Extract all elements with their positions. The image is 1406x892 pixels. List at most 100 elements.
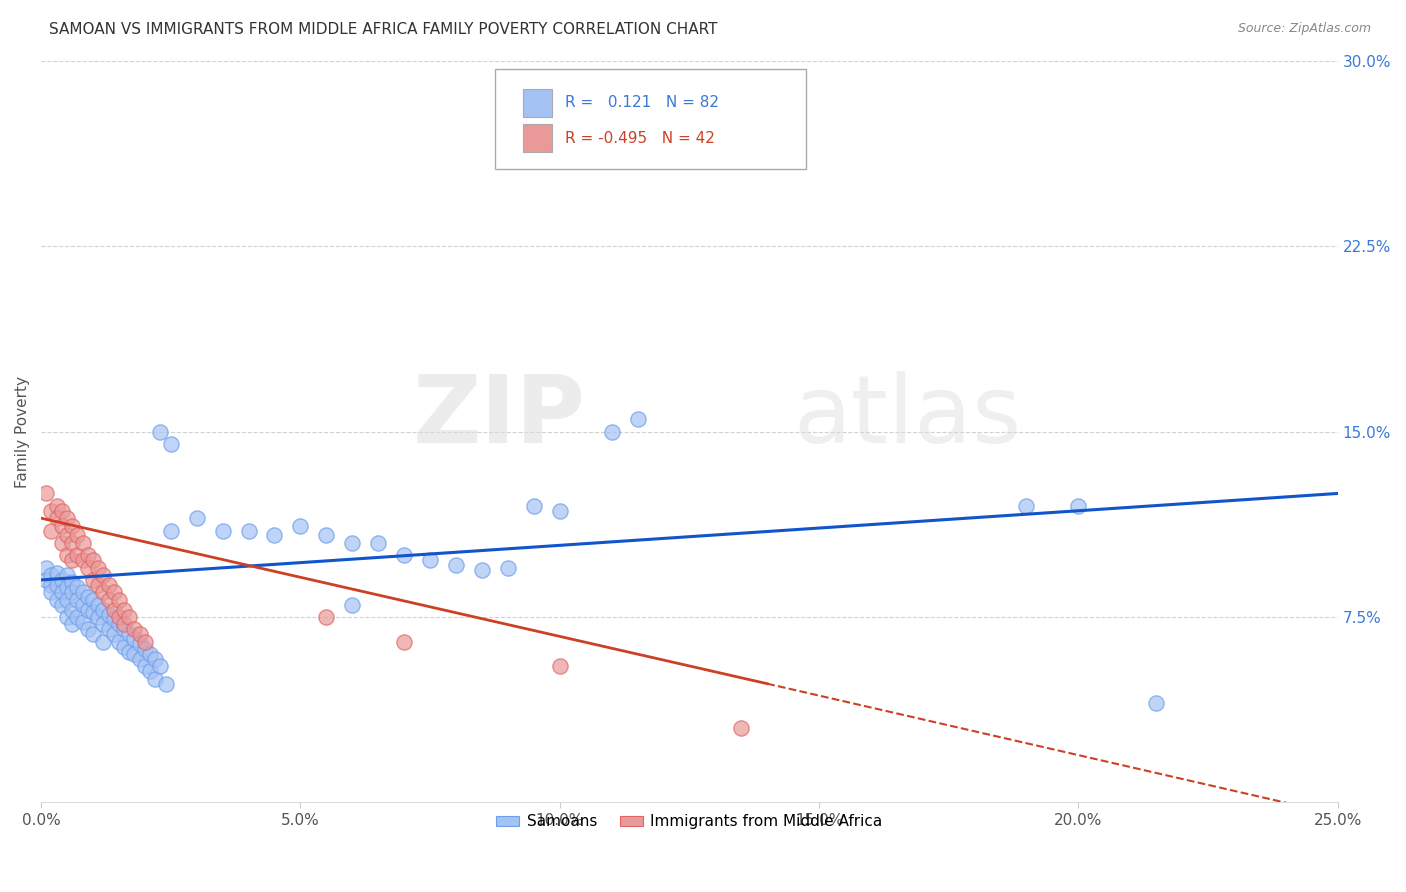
Point	[211, 524, 233, 538]
Point	[290, 518, 312, 533]
Point	[51, 598, 73, 612]
Point	[45, 511, 67, 525]
Point	[51, 536, 73, 550]
Point	[97, 578, 120, 592]
Text: SAMOAN VS IMMIGRANTS FROM MIDDLE AFRICA FAMILY POVERTY CORRELATION CHART: SAMOAN VS IMMIGRANTS FROM MIDDLE AFRICA …	[49, 22, 717, 37]
Point	[76, 591, 98, 605]
Point	[93, 602, 115, 616]
Point	[315, 528, 337, 542]
Point	[60, 617, 83, 632]
Point	[112, 602, 135, 616]
Point	[97, 607, 120, 622]
Point	[45, 578, 67, 592]
Point	[730, 721, 752, 735]
Point	[87, 578, 110, 592]
Point	[419, 553, 441, 567]
Point	[97, 592, 120, 607]
Point	[134, 634, 156, 648]
Point	[128, 627, 150, 641]
Point	[471, 563, 494, 577]
Point	[108, 592, 131, 607]
Point	[82, 553, 104, 567]
FancyBboxPatch shape	[495, 69, 806, 169]
Point	[66, 610, 89, 624]
Point	[41, 524, 63, 538]
Point	[103, 585, 125, 599]
Point	[238, 524, 260, 538]
Point	[35, 560, 58, 574]
Point	[108, 610, 131, 624]
Point	[41, 568, 63, 582]
Point	[523, 499, 546, 513]
Text: R =   0.121   N = 82: R = 0.121 N = 82	[565, 95, 718, 110]
Point	[76, 548, 98, 562]
Point	[60, 602, 83, 616]
Point	[600, 425, 623, 439]
Point	[72, 598, 94, 612]
Point	[342, 536, 364, 550]
Point	[159, 437, 181, 451]
Point	[626, 412, 648, 426]
Point	[155, 676, 177, 690]
Point	[93, 585, 115, 599]
Point	[139, 647, 162, 661]
Point	[82, 605, 104, 619]
Point	[35, 486, 58, 500]
Point	[56, 548, 79, 562]
Point	[263, 528, 285, 542]
Point	[1015, 499, 1038, 513]
Point	[143, 672, 166, 686]
Point	[548, 659, 571, 673]
Point	[103, 627, 125, 641]
Point	[128, 637, 150, 651]
Point	[93, 617, 115, 632]
Point	[76, 623, 98, 637]
Point	[1144, 697, 1167, 711]
Point	[315, 610, 337, 624]
Point	[149, 425, 172, 439]
Point	[76, 560, 98, 574]
Point	[186, 511, 208, 525]
Point	[82, 627, 104, 641]
Point	[72, 585, 94, 599]
Point	[60, 536, 83, 550]
Point	[45, 592, 67, 607]
Point	[66, 528, 89, 542]
Point	[93, 568, 115, 582]
Point	[60, 575, 83, 590]
Point	[108, 617, 131, 632]
Point	[41, 504, 63, 518]
Point	[159, 524, 181, 538]
Y-axis label: Family Poverty: Family Poverty	[15, 376, 30, 488]
Point	[56, 528, 79, 542]
Point	[392, 634, 415, 648]
Point	[124, 647, 146, 661]
Point	[118, 627, 141, 641]
Point	[41, 578, 63, 592]
Point	[392, 548, 415, 562]
Point	[60, 553, 83, 567]
Point	[76, 602, 98, 616]
Point	[82, 573, 104, 587]
Point	[124, 623, 146, 637]
Point	[60, 585, 83, 599]
Point	[41, 585, 63, 599]
Point	[66, 592, 89, 607]
Point	[112, 617, 135, 632]
Point	[1067, 499, 1090, 513]
Point	[93, 634, 115, 648]
Point	[103, 612, 125, 626]
Point	[45, 499, 67, 513]
Point	[143, 652, 166, 666]
Point	[108, 634, 131, 648]
Point	[367, 536, 389, 550]
Point	[66, 548, 89, 562]
Point	[134, 642, 156, 657]
Point	[51, 585, 73, 599]
Point	[72, 536, 94, 550]
Point	[118, 610, 141, 624]
Point	[56, 592, 79, 607]
Point	[87, 560, 110, 574]
Point	[56, 580, 79, 594]
Legend: Samoans, Immigrants from Middle Africa: Samoans, Immigrants from Middle Africa	[489, 808, 889, 836]
